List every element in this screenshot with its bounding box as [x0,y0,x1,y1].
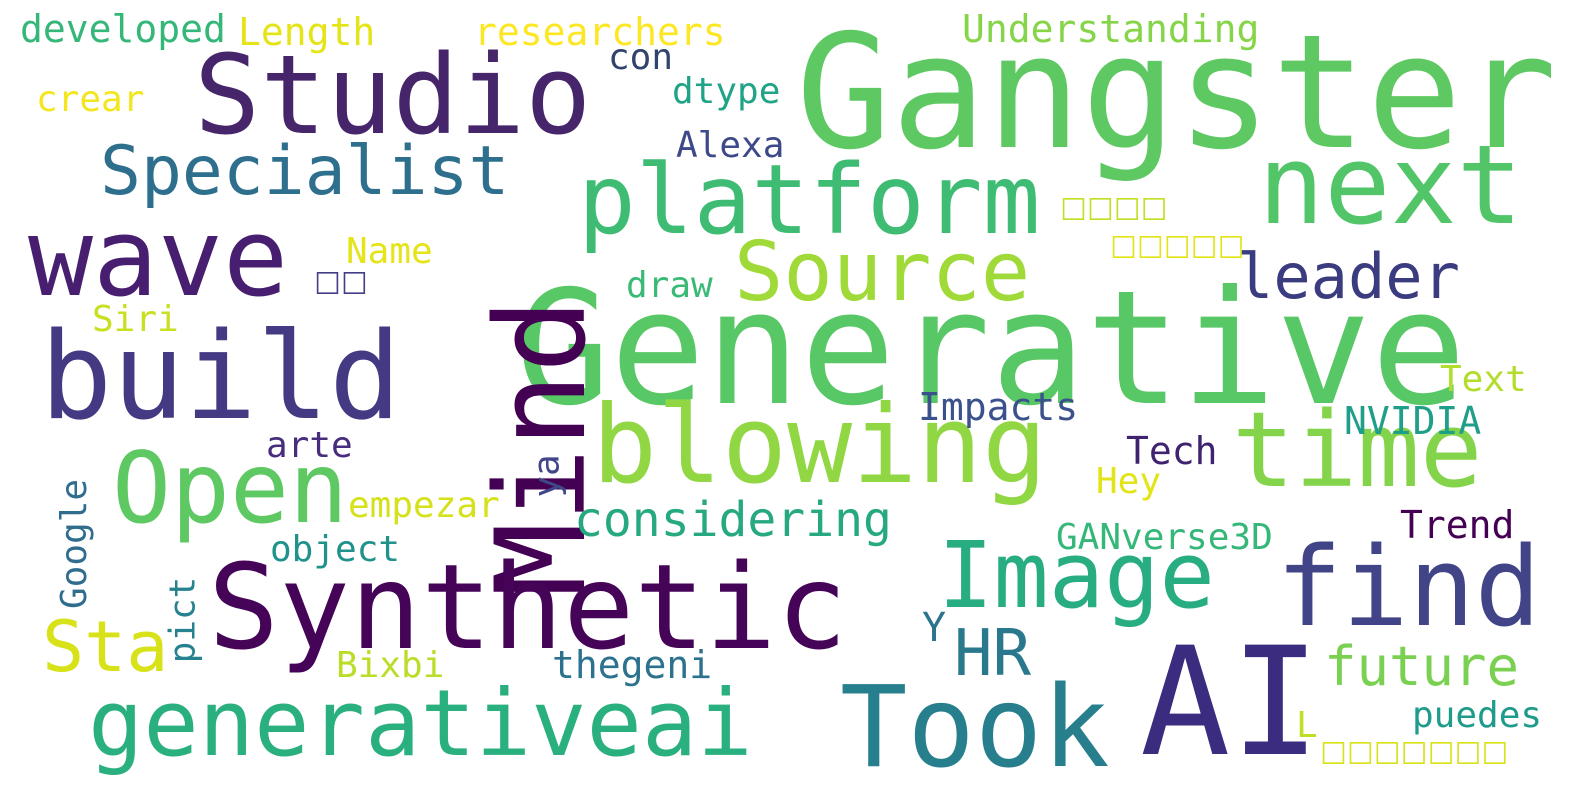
word-next: next [1258,121,1523,249]
word-object: object [270,529,401,570]
word-dtype: dtype [672,71,781,112]
word-platform: platform [578,144,1041,256]
word-ai: AI [1140,616,1321,790]
word-length: Length [238,10,376,54]
word-considering: considering [574,492,892,548]
word-thegeni: thegeni [552,643,713,687]
word-hey: Hey [1096,461,1162,502]
word-l: L [1296,705,1318,746]
word-gangster: Gangster [796,1,1557,185]
word-ganverse3d: GANverse3D [1056,517,1273,558]
word-future: future [1324,635,1520,698]
word-crear: crear [36,79,145,120]
word-boxes-5: ☐☐☐☐☐ [1110,231,1245,266]
word-nvidia: NVIDIA [1344,399,1482,443]
word-boxes-7: ☐☐☐☐☐☐☐ [1320,737,1509,772]
word-ya: ya [526,454,568,498]
word-generativeai: generativeai [88,670,753,777]
word-bixbi: Bixbi [336,645,445,686]
word-name: Name [346,231,433,272]
word-understanding: Understanding [962,7,1260,51]
word-build: build [40,308,402,447]
word-pict: pict [162,576,204,664]
word-developed: developed [20,7,226,51]
word-time: time [1232,389,1483,511]
word-y: Y [922,605,947,651]
word-hr: HR [954,617,1032,691]
word-arte: arte [266,425,353,466]
word-text: Text [1440,359,1527,400]
word-sta: Sta [42,606,169,688]
word-specialist: Specialist [100,132,510,211]
word-studio: Studio [194,31,592,159]
word-con: con [608,37,674,78]
word-blowing: blowing [592,383,1048,508]
word-tech: Tech [1126,429,1218,473]
word-puedes: puedes [1412,695,1543,736]
word-find: find [1276,523,1541,651]
word-draw: draw [626,265,713,306]
word-wave: wave [28,196,289,321]
word-impacts: Impacts [918,385,1079,429]
word-open: Open [112,432,349,546]
word-synthetic: Synthetic [208,538,848,676]
word-source: Source [734,225,1031,320]
word-generative: Generative [515,257,1467,441]
word-boxes-4: ☐☐☐☐ [1060,193,1168,228]
word-researchers: researchers [474,10,726,54]
word-google: Google [54,478,95,609]
word-siri: Siri [92,299,179,340]
word-leader: leader [1236,240,1460,313]
word-alexa: Alexa [676,125,785,166]
word-took: Took [840,663,1110,793]
word-image: Image [938,522,1215,629]
word-boxes-2: ☐☐ [314,267,368,302]
word-empezar: empezar [348,485,500,526]
word-trend: Trend [1400,503,1515,547]
